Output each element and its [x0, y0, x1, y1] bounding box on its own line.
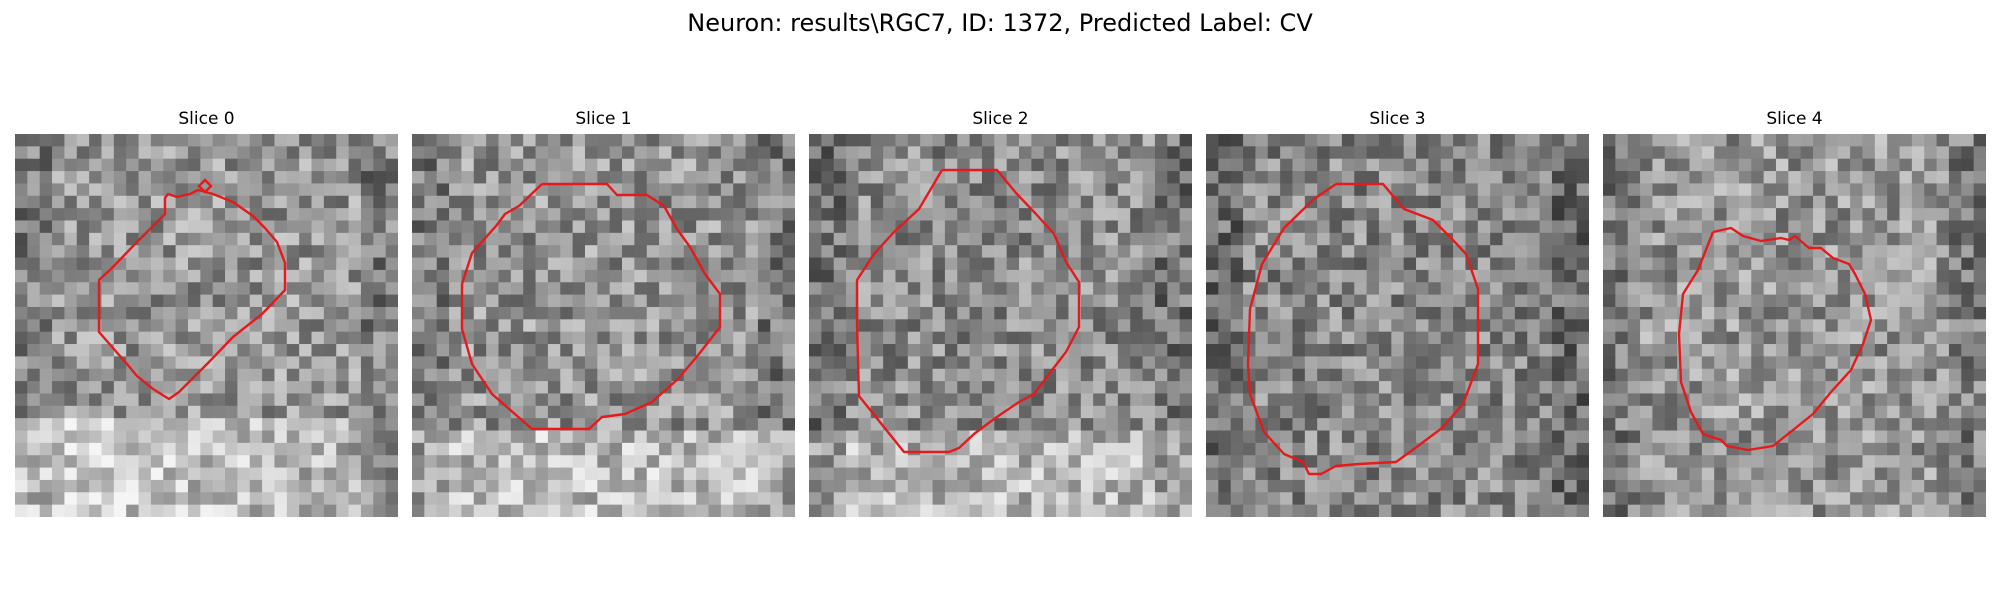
grayscale-pixels: [1206, 134, 1589, 517]
red-contour: [197, 178, 213, 194]
figure-title: Neuron: results\RGC7, ID: 1372, Predicte…: [687, 9, 1313, 37]
slice-image: [15, 134, 398, 517]
slice-title: Slice 2: [972, 109, 1029, 129]
grayscale-pixels: [1603, 134, 1986, 517]
grayscale-pixels: [412, 134, 795, 517]
slice-title: Slice 4: [1766, 109, 1823, 129]
slice-title: Slice 3: [1369, 109, 1426, 129]
red-contour: [1677, 226, 1873, 452]
grayscale-pixels: [809, 134, 1192, 517]
slice-title: Slice 0: [178, 109, 235, 129]
slice-image: [412, 134, 795, 517]
red-contour: [460, 182, 722, 431]
slice-image: [1206, 134, 1589, 517]
red-contour: [855, 168, 1081, 454]
slice-image: [809, 134, 1192, 517]
slice-panel-3: Slice 3: [1206, 108, 1589, 517]
red-contour: [1246, 182, 1480, 476]
slice-panel-4: Slice 4: [1603, 108, 1986, 517]
slice-panel-0: Slice 0: [15, 108, 398, 517]
slice-title: Slice 1: [575, 109, 632, 129]
slice-panel-2: Slice 2: [809, 108, 1192, 517]
red-contour: [97, 188, 287, 401]
grayscale-pixels: [15, 134, 398, 517]
slice-image: [1603, 134, 1986, 517]
slice-panel-1: Slice 1: [412, 108, 795, 517]
